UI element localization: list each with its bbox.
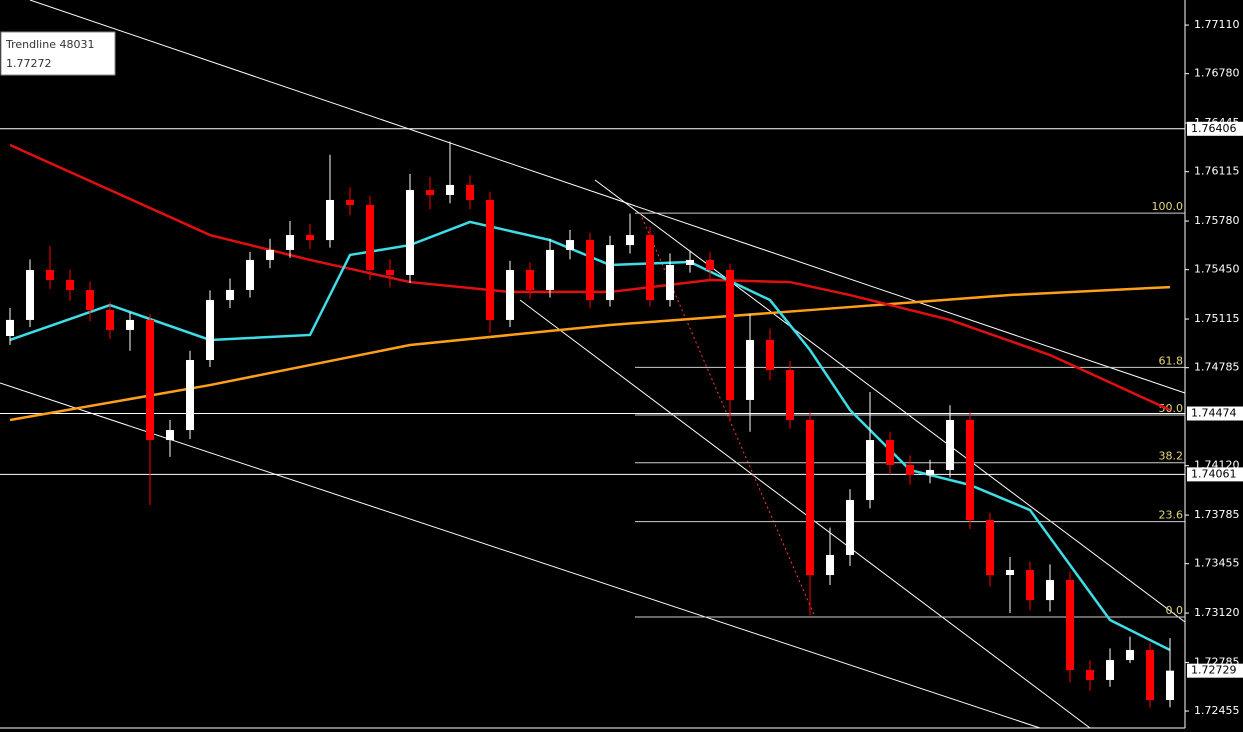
fibo-label: 50.0 <box>1159 402 1184 415</box>
price-box <box>1187 406 1243 421</box>
candle-body <box>526 269 534 291</box>
trendline <box>29 0 1186 394</box>
candle-body <box>946 420 954 470</box>
candle-body <box>606 245 614 301</box>
price-box <box>1187 467 1243 482</box>
current-price-label: 1.72729 <box>1191 664 1237 677</box>
candle-body <box>1106 660 1114 680</box>
candle-body <box>486 199 494 320</box>
candle-body <box>986 520 994 576</box>
candle-body <box>626 235 634 246</box>
price-box <box>1187 121 1243 136</box>
fibo-label: 100.0 <box>1152 200 1184 213</box>
candle-body <box>466 184 474 200</box>
candle-body <box>126 319 134 330</box>
candle-body <box>446 184 454 195</box>
y-tick-label: 1.73120 <box>1194 606 1240 619</box>
candle-body <box>186 360 194 431</box>
y-tick-label: 1.76115 <box>1194 165 1240 178</box>
fibo-label: 38.2 <box>1159 450 1184 463</box>
candle-body <box>826 554 834 576</box>
y-tick-label: 1.75780 <box>1194 214 1240 227</box>
candle-body <box>1066 580 1074 671</box>
tooltip-value: 1.77272 <box>6 57 52 70</box>
candle-body <box>1166 670 1174 700</box>
candle-body <box>166 430 174 441</box>
price-box-label: 1.76406 <box>1191 122 1237 135</box>
y-tick-label: 1.73455 <box>1194 557 1240 570</box>
candle-body <box>86 290 94 311</box>
y-tick-label: 1.76780 <box>1194 67 1240 80</box>
tooltip-title: Trendline 48031 <box>5 38 94 51</box>
y-tick-label: 1.72455 <box>1194 704 1240 717</box>
candle-body <box>746 339 754 400</box>
candle-body <box>966 420 974 521</box>
candle-body <box>386 269 394 275</box>
current-price-box <box>1187 663 1243 678</box>
candle-body <box>146 319 154 441</box>
fibo-label: 23.6 <box>1159 509 1184 522</box>
candle-body <box>706 259 714 270</box>
candle-body <box>226 290 234 301</box>
candle-body <box>686 259 694 265</box>
candle-body <box>646 235 654 301</box>
candle-body <box>546 249 554 291</box>
candle-body <box>786 370 794 420</box>
candle-body <box>726 269 734 400</box>
candle-body <box>6 319 14 336</box>
candle-body <box>366 204 374 270</box>
candle-body <box>566 240 574 250</box>
candle-body <box>306 235 314 241</box>
fibo-label: 0.0 <box>1166 604 1184 617</box>
candle-body <box>886 440 894 465</box>
candle-body <box>206 300 214 361</box>
candle-body <box>806 420 814 576</box>
candle-body <box>346 199 354 205</box>
candle-body <box>1006 570 1014 576</box>
tooltip-box <box>0 31 116 76</box>
candle-body <box>906 464 914 475</box>
candle-body <box>1126 650 1134 661</box>
trendlines <box>0 0 1186 729</box>
y-tick-label: 1.77110 <box>1194 18 1240 31</box>
candle-body <box>426 189 434 195</box>
trendline <box>519 299 1091 729</box>
candle-body <box>46 269 54 280</box>
candle-body <box>766 339 774 371</box>
candle-body <box>866 440 874 501</box>
trendline <box>0 382 1041 729</box>
candle-body <box>1026 570 1034 601</box>
candle-body <box>666 264 674 301</box>
price-box-label: 1.74474 <box>1191 407 1237 420</box>
price-box-label: 1.74061 <box>1191 467 1237 480</box>
tooltip: Trendline 48031 1.77272 <box>0 31 116 76</box>
candle-body <box>66 280 74 291</box>
candle-body <box>26 269 34 320</box>
candle-body <box>106 310 114 330</box>
y-tick-label: 1.75450 <box>1194 263 1240 276</box>
candle-body <box>506 269 514 320</box>
trendline <box>594 179 1186 623</box>
candle-body <box>1086 670 1094 680</box>
candle-body <box>266 249 274 260</box>
candle-body <box>1046 580 1054 601</box>
moving-average <box>9 285 1171 422</box>
candle-body <box>286 235 294 250</box>
y-tick-label: 1.73785 <box>1194 508 1240 521</box>
candle-body <box>926 469 934 475</box>
fibo-label: 61.8 <box>1159 354 1184 367</box>
y-tick-label: 1.75115 <box>1194 312 1240 325</box>
candle-body <box>246 259 254 291</box>
candle-body <box>846 500 854 555</box>
candle-body <box>406 189 414 275</box>
candle-body <box>586 240 594 301</box>
y-tick-label: 1.74785 <box>1194 361 1240 374</box>
candle-body <box>326 199 334 241</box>
candle-body <box>1146 650 1154 700</box>
